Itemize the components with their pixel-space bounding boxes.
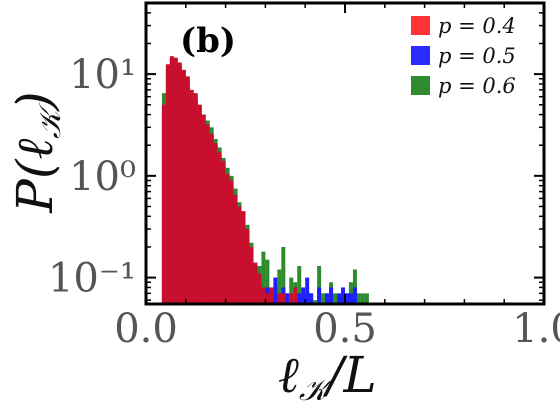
histogram-bar: [237, 206, 242, 304]
histogram-bar: [221, 160, 226, 304]
histogram-bar: [289, 277, 294, 304]
histogram-bar: [265, 293, 270, 304]
histogram-bar: [261, 251, 266, 304]
histogram-bar: [309, 293, 314, 304]
histogram-bar: [352, 269, 357, 304]
histogram-bar: [201, 114, 206, 304]
histogram-bar: [348, 282, 353, 304]
histogram-bar: [181, 69, 186, 304]
panel-label: (b): [180, 21, 236, 61]
legend-label: p = 0.6: [438, 74, 516, 98]
histogram-bar: [225, 173, 230, 304]
histogram-bar: [293, 287, 298, 304]
histogram-bar: [209, 133, 214, 304]
histogram-bar: [281, 293, 286, 304]
x-tick-label: 0.0: [114, 306, 178, 352]
histogram-bar: [253, 262, 258, 304]
legend-swatch: [411, 76, 430, 95]
histogram-bar: [241, 211, 246, 304]
histogram-bar: [360, 293, 365, 304]
histogram-bar: [352, 287, 357, 304]
histogram-bar: [356, 293, 361, 304]
histogram-bar: [313, 300, 318, 304]
legend: p = 0.4 p = 0.5 p = 0.6: [411, 14, 516, 98]
histogram-bar: [265, 259, 270, 304]
histogram-bar: [281, 246, 286, 304]
x-axis-label: ℓ𝒦/L: [278, 346, 377, 408]
histogram-bar: [233, 194, 238, 304]
histogram-bar: [337, 293, 342, 304]
legend-label: p = 0.5: [438, 44, 516, 68]
histogram-bar: [261, 287, 266, 304]
svg-text:P(ℓ𝒦): P(ℓ𝒦): [6, 91, 68, 213]
legend-item: p = 0.6: [411, 74, 516, 98]
y-tick-label: 10¹: [69, 52, 136, 98]
histogram-bar: [213, 143, 218, 304]
histogram-bar: [301, 287, 306, 304]
y-tick-label: 10⁰: [69, 154, 136, 200]
legend-item: p = 0.5: [411, 44, 516, 68]
histogram-bar: [177, 62, 182, 304]
histogram-bar: [269, 287, 274, 304]
histogram-bar: [197, 104, 202, 304]
histogram-bar: [348, 293, 353, 304]
y-tick-labels: 10⁻¹ 10⁰ 10¹: [48, 52, 136, 301]
y-tick-label: 10⁻¹: [48, 256, 136, 302]
histogram-bar: [321, 293, 326, 304]
histogram-bar: [325, 293, 330, 304]
histogram-bar: [189, 89, 194, 304]
x-tick-label: 0.5: [313, 306, 377, 352]
histogram-bar: [345, 293, 349, 304]
histogram-bar: [245, 229, 250, 304]
y-axis-label: P(ℓ𝒦): [6, 91, 68, 213]
legend-item: p = 0.4: [411, 14, 516, 38]
histogram-bar: [229, 180, 234, 304]
histogram-bar: [317, 287, 322, 304]
histogram-bar: [169, 56, 174, 305]
histogram-bar: [333, 293, 338, 304]
histogram-bar: [305, 277, 310, 304]
histogram-bar: [277, 269, 282, 304]
histogram-bar: [341, 287, 345, 304]
histogram-bar: [249, 246, 254, 304]
histogram-bar: [317, 265, 322, 304]
histogram-bar: [273, 277, 278, 304]
legend-swatch: [411, 46, 430, 65]
series-p-0-4: [161, 56, 298, 305]
svg-text:ℓ𝒦/L: ℓ𝒦/L: [278, 346, 377, 404]
legend-label: p = 0.4: [438, 14, 516, 38]
histogram-bar: [257, 273, 262, 304]
histogram-bar: [364, 293, 369, 304]
histogram-bar: [217, 152, 222, 304]
x-tick-labels: 0.0 0.5 1.0: [114, 306, 560, 352]
histogram-bar: [285, 293, 290, 304]
histogram-bar: [297, 293, 302, 304]
histogram-bar: [185, 76, 190, 304]
histogram-bar: [205, 124, 210, 304]
histogram-bar: [297, 265, 302, 304]
histogram-bar: [277, 293, 282, 304]
histogram-bar: [289, 293, 294, 304]
histogram-bars: [161, 56, 369, 305]
x-tick-label: 1.0: [512, 306, 560, 352]
histogram-bar: [161, 104, 166, 304]
legend-swatch: [411, 16, 430, 35]
axis-ticks: [145, 3, 545, 304]
histogram-bar: [165, 64, 170, 305]
histogram-bar: [193, 93, 198, 304]
histogram-bar: [329, 287, 334, 304]
histogram-bar: [173, 57, 178, 304]
